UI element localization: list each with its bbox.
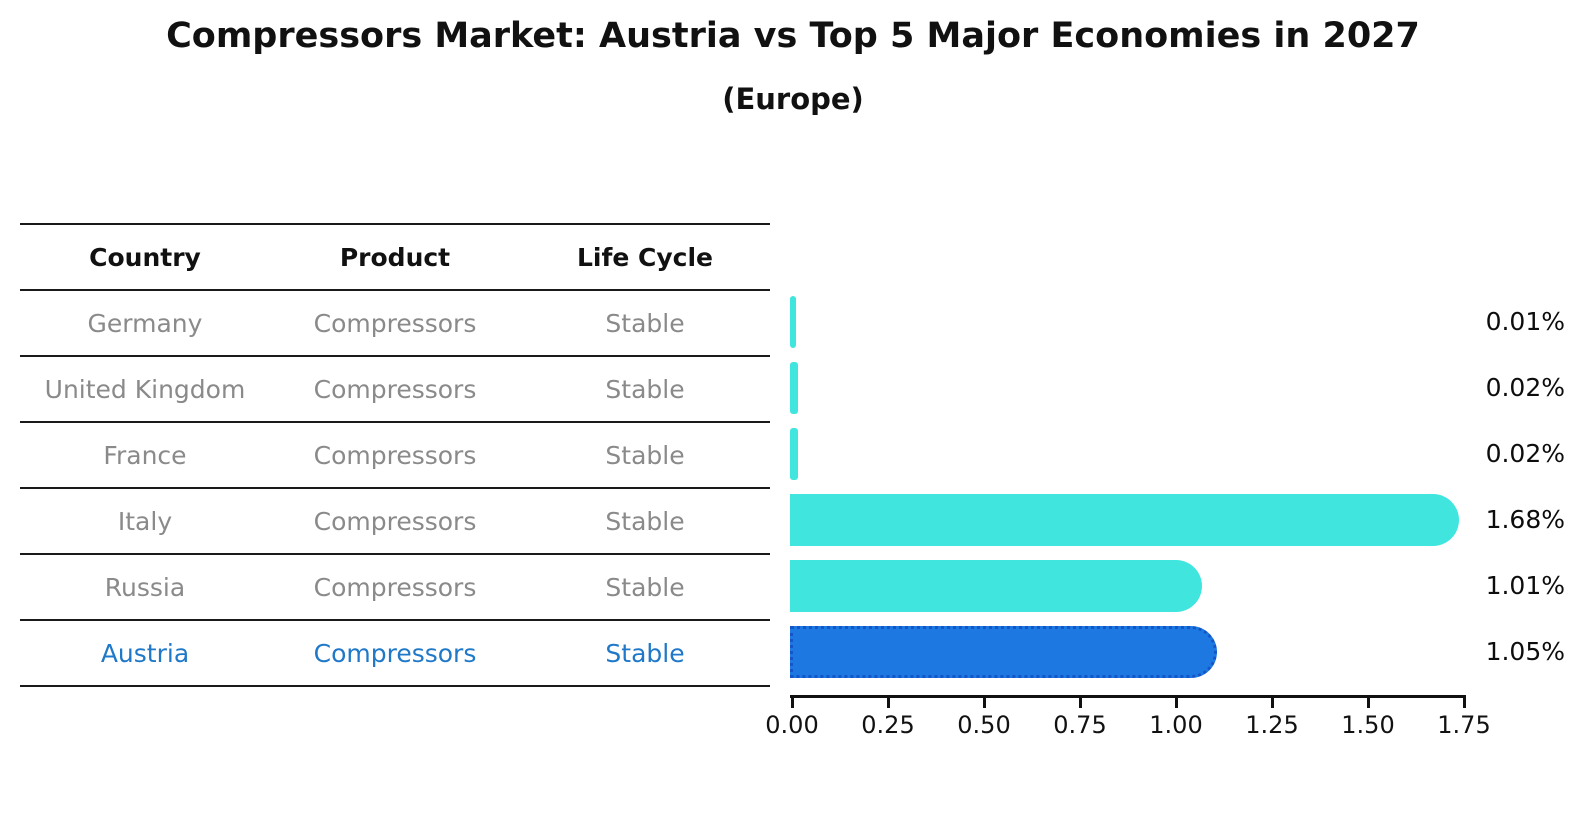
value-label-russia: 1.01% (1485, 571, 1565, 600)
value-label-austria: 1.05% (1485, 637, 1565, 666)
life-cycle-cell: Stable (605, 572, 685, 602)
life-cycle-cell: Stable (605, 374, 685, 404)
country-cell: Germany (87, 308, 203, 338)
table-row-austria: Austria Compressors Stable (20, 621, 770, 687)
x-tick-mark (1366, 698, 1370, 708)
bar-united-kingdom (790, 362, 798, 414)
bar-russia (790, 560, 1202, 612)
x-tick-label: 1.50 (1341, 711, 1395, 739)
x-tick-mark (1174, 698, 1178, 708)
life-cycle-cell: Stable (605, 506, 685, 536)
col-header-product: Product (339, 242, 451, 272)
x-tick-label: 1.25 (1245, 711, 1299, 739)
x-tick-mark (1462, 698, 1466, 708)
product-cell: Compressors (313, 638, 477, 668)
table-header-row: Country Product Life Cycle (20, 223, 770, 291)
x-tick-label: 0.25 (861, 711, 915, 739)
table-row-united-kingdom: United Kingdom Compressors Stable (20, 357, 770, 423)
product-cell: Compressors (313, 506, 477, 536)
x-tick-label: 1.00 (1149, 711, 1203, 739)
x-tick-label: 0.00 (765, 711, 819, 739)
x-tick-mark (982, 698, 986, 708)
product-cell: Compressors (313, 374, 477, 404)
country-table: Country Product Life Cycle Germany Compr… (20, 223, 770, 687)
x-tick-mark (1270, 698, 1274, 708)
col-header-life-cycle: Life Cycle (576, 242, 714, 272)
x-tick-label: 0.50 (957, 711, 1011, 739)
bar-france (790, 428, 798, 480)
bar-germany (790, 296, 796, 348)
bar-italy (790, 494, 1460, 546)
product-cell: Compressors (313, 572, 477, 602)
country-cell: France (103, 440, 187, 470)
x-tick-mark (790, 698, 794, 708)
life-cycle-cell: Stable (605, 308, 685, 338)
x-axis-line (790, 695, 1466, 698)
x-tick-label: 0.75 (1053, 711, 1107, 739)
product-cell: Compressors (313, 440, 477, 470)
country-cell: Italy (117, 506, 173, 536)
table-row-russia: Russia Compressors Stable (20, 555, 770, 621)
x-tick-mark (886, 698, 890, 708)
table-row-france: France Compressors Stable (20, 423, 770, 489)
table-row-italy: Italy Compressors Stable (20, 489, 770, 555)
value-label-italy: 1.68% (1485, 505, 1565, 534)
table-row-germany: Germany Compressors Stable (20, 291, 770, 357)
col-header-country: Country (89, 242, 201, 272)
life-cycle-cell: Stable (605, 440, 685, 470)
chart-subtitle: (Europe) (722, 82, 864, 116)
value-label-france: 0.02% (1485, 439, 1565, 468)
x-tick-label: 1.75 (1437, 711, 1491, 739)
x-tick-mark (1078, 698, 1082, 708)
country-cell: Russia (104, 572, 186, 602)
value-label-germany: 0.01% (1485, 307, 1565, 336)
country-cell: United Kingdom (44, 374, 246, 404)
value-label-united-kingdom: 0.02% (1485, 373, 1565, 402)
product-cell: Compressors (313, 308, 477, 338)
life-cycle-cell: Stable (605, 638, 685, 668)
bar-austria (790, 626, 1218, 678)
country-cell: Austria (100, 638, 190, 668)
chart-title: Compressors Market: Austria vs Top 5 Maj… (166, 16, 1420, 56)
